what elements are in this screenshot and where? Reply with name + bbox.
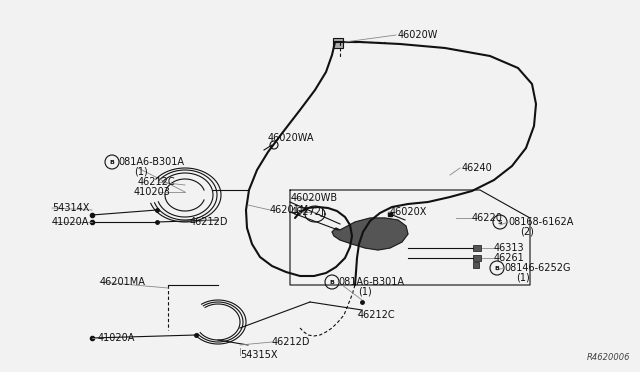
Text: (2): (2)	[520, 227, 534, 237]
Text: 46272J: 46272J	[291, 207, 325, 217]
Text: 46313: 46313	[494, 243, 525, 253]
Text: S: S	[498, 219, 502, 224]
Text: 54315X: 54315X	[240, 350, 278, 360]
Text: 46020X: 46020X	[390, 207, 428, 217]
Text: 08168-6162A: 08168-6162A	[508, 217, 573, 227]
Text: (1): (1)	[134, 167, 148, 177]
Text: 46020WA: 46020WA	[268, 133, 314, 143]
Text: (1): (1)	[358, 287, 372, 297]
Text: B: B	[495, 266, 499, 270]
Text: 54314X: 54314X	[52, 203, 90, 213]
Text: 46201MA: 46201MA	[100, 277, 146, 287]
Text: 46020W: 46020W	[398, 30, 438, 40]
Polygon shape	[332, 218, 408, 250]
Text: 46261: 46261	[494, 253, 525, 263]
Text: 41020A: 41020A	[52, 217, 90, 227]
Text: R4620006: R4620006	[586, 353, 630, 362]
Text: 46212D: 46212D	[190, 217, 228, 227]
Text: 081A6-B301A: 081A6-B301A	[338, 277, 404, 287]
Text: B: B	[330, 279, 335, 285]
Text: 46201M: 46201M	[270, 205, 309, 215]
Text: 46240: 46240	[462, 163, 493, 173]
Text: 46212C: 46212C	[358, 310, 396, 320]
Text: (1): (1)	[516, 273, 530, 283]
Text: 08146-6252G: 08146-6252G	[504, 263, 570, 273]
Bar	[333, 38, 343, 48]
Text: 41020A: 41020A	[98, 333, 136, 343]
Bar	[473, 262, 479, 268]
Text: 410203: 410203	[134, 187, 171, 197]
Text: 46212D: 46212D	[272, 337, 310, 347]
Text: 46212C: 46212C	[138, 177, 175, 187]
Text: 46220: 46220	[472, 213, 503, 223]
Bar	[473, 255, 481, 261]
Bar	[473, 245, 481, 251]
Text: B: B	[109, 160, 115, 164]
Text: 46020WB: 46020WB	[291, 193, 338, 203]
Text: 081A6-B301A: 081A6-B301A	[118, 157, 184, 167]
